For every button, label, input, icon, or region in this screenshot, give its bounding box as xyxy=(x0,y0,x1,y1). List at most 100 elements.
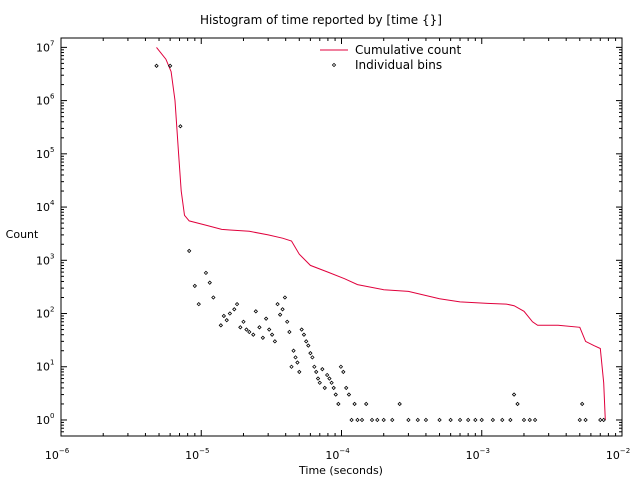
chart-title: Histogram of time reported by [time {}] xyxy=(200,13,442,27)
data-point-individual-bin xyxy=(272,339,278,344)
data-point-individual-bin xyxy=(178,124,183,129)
data-point-individual-bin xyxy=(324,372,330,378)
data-point-individual-bin xyxy=(293,355,298,360)
y-axis-label: Count xyxy=(6,228,39,241)
data-point-individual-bin xyxy=(327,376,332,381)
data-point-individual-bin xyxy=(247,329,252,335)
data-point-individual-bin xyxy=(349,417,354,423)
data-point-individual-bin xyxy=(329,380,334,385)
data-point-individual-bin xyxy=(295,360,300,365)
data-point-individual-bin xyxy=(263,316,269,321)
data-point-individual-bin xyxy=(375,417,380,423)
y-tick-label: 102 xyxy=(36,306,54,321)
data-point-individual-bin xyxy=(317,380,322,385)
data-point-individual-bin xyxy=(196,301,201,307)
data-point-individual-bin xyxy=(580,401,585,407)
data-point-individual-bin xyxy=(289,364,294,369)
data-point-individual-bin xyxy=(352,401,357,407)
data-point-individual-bin xyxy=(381,417,386,423)
data-point-individual-bin xyxy=(218,323,224,328)
data-point-individual-bin xyxy=(280,307,285,312)
data-point-individual-bin xyxy=(521,417,527,423)
y-tick-label: 107 xyxy=(36,39,54,54)
data-point-individual-bin xyxy=(527,417,532,423)
data-point-individual-bin xyxy=(314,369,319,375)
data-point-individual-bin xyxy=(320,367,325,372)
data-point-individual-bin xyxy=(251,332,256,337)
data-point-individual-bin xyxy=(390,417,395,423)
data-point-individual-bin xyxy=(312,364,317,369)
data-point-individual-bin xyxy=(277,312,283,317)
data-point-individual-bin xyxy=(601,417,606,423)
data-point-individual-bin xyxy=(515,401,520,407)
data-point-individual-bin xyxy=(465,417,471,423)
data-point-individual-bin xyxy=(397,401,402,407)
y-tick-label: 104 xyxy=(36,199,55,214)
data-point-individual-bin xyxy=(297,369,302,375)
legend-label: Individual bins xyxy=(355,58,442,72)
data-point-individual-bin xyxy=(186,248,192,254)
data-point-individual-bin xyxy=(344,385,349,391)
data-point-individual-bin xyxy=(203,270,209,276)
data-point-individual-bin xyxy=(355,417,360,423)
data-point-individual-bin xyxy=(269,332,275,337)
data-point-individual-bin xyxy=(532,417,538,423)
axes: 10−6 10−5 10−4 10−3 10−2 100 101 102 103 104 105 10… xyxy=(36,37,630,462)
data-point-individual-bin xyxy=(511,392,517,397)
data-point-individual-bin xyxy=(257,325,262,330)
data-point-individual-bin xyxy=(500,417,505,423)
data-point-individual-bin xyxy=(244,327,249,332)
data-point-individual-bin xyxy=(234,301,240,307)
data-point-individual-bin xyxy=(287,329,292,335)
y-tick-label: 105 xyxy=(36,146,54,161)
series-layer xyxy=(154,47,606,423)
data-point-individual-bin xyxy=(359,417,365,423)
series-line-cumulative-count xyxy=(156,47,606,421)
data-point-individual-bin xyxy=(577,417,582,423)
data-point-individual-bin xyxy=(423,417,429,423)
data-point-individual-bin xyxy=(333,392,338,397)
data-point-individual-bin xyxy=(167,63,173,68)
data-point-individual-bin xyxy=(267,327,272,332)
data-point-individual-bin xyxy=(299,327,304,332)
y-tick-label: 106 xyxy=(36,93,55,108)
data-point-individual-bin xyxy=(306,343,311,348)
data-point-individual-bin xyxy=(448,417,453,423)
data-point-individual-bin xyxy=(304,339,309,344)
x-tick-label: 10−2 xyxy=(606,447,630,462)
data-point-individual-bin xyxy=(238,325,243,330)
data-point-individual-bin xyxy=(479,417,484,423)
data-point-individual-bin xyxy=(221,313,227,319)
data-point-individual-bin xyxy=(457,417,463,423)
data-point-individual-bin xyxy=(253,309,258,314)
data-point-individual-bin xyxy=(341,369,346,375)
data-point-individual-bin xyxy=(308,350,313,356)
legend-label: Cumulative count xyxy=(355,43,461,57)
data-point-individual-bin xyxy=(301,332,307,337)
data-point-individual-bin xyxy=(285,319,290,324)
data-point-individual-bin xyxy=(338,364,344,369)
data-point-individual-bin xyxy=(310,355,315,360)
y-tick-label: 100 xyxy=(36,412,54,427)
data-point-individual-bin xyxy=(406,417,411,423)
x-tick-label: 10−4 xyxy=(325,447,350,462)
data-point-individual-bin xyxy=(490,417,496,423)
x-axis-label: Time (seconds) xyxy=(298,464,383,477)
x-tick-label: 10−5 xyxy=(185,447,209,462)
data-point-individual-bin xyxy=(331,385,336,391)
data-point-individual-bin xyxy=(282,295,288,300)
data-point-individual-bin xyxy=(224,318,229,323)
data-point-individual-bin xyxy=(207,280,212,285)
data-point-individual-bin xyxy=(473,417,478,423)
data-point-individual-bin xyxy=(315,376,321,381)
data-point-individual-bin xyxy=(336,401,341,407)
data-point-individual-bin xyxy=(291,348,296,353)
data-point-individual-bin xyxy=(275,301,280,307)
y-tick-label: 101 xyxy=(36,359,54,374)
data-point-individual-bin xyxy=(583,417,588,423)
data-point-individual-bin xyxy=(508,417,513,423)
data-point-individual-bin xyxy=(322,385,327,391)
